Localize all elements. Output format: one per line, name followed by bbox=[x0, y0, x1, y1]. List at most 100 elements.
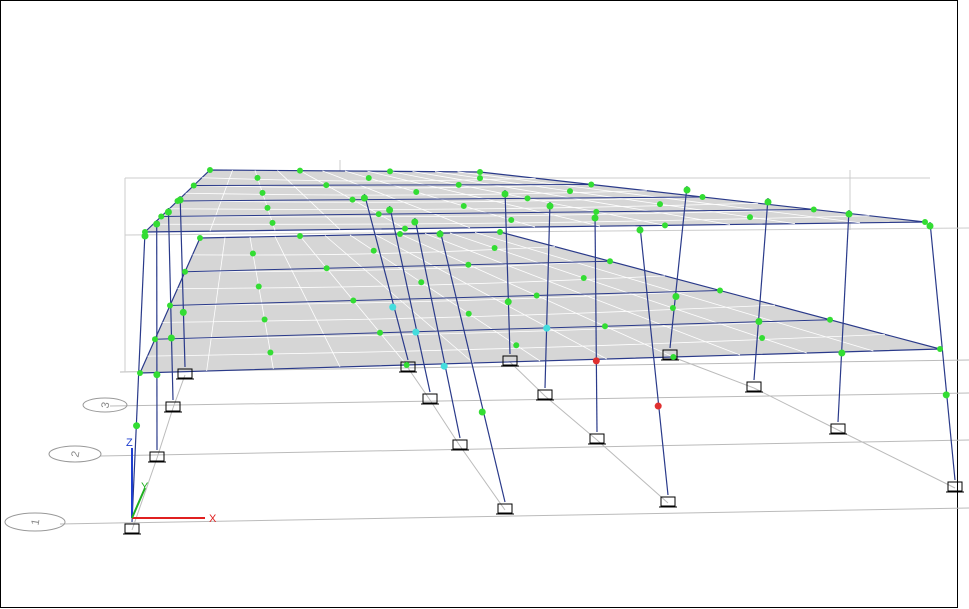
hinge bbox=[926, 222, 934, 230]
hinge bbox=[670, 354, 677, 360]
ground-grid-line bbox=[753, 387, 839, 431]
hinge bbox=[591, 214, 599, 222]
grid-bubble: 2 bbox=[48, 445, 102, 463]
column bbox=[753, 197, 769, 381]
ground-grid-line bbox=[429, 399, 461, 447]
bubble-label: 3 bbox=[100, 401, 113, 409]
hinge bbox=[717, 287, 723, 294]
model bbox=[59, 160, 969, 535]
hinge bbox=[255, 283, 262, 290]
support bbox=[422, 393, 438, 404]
hinge bbox=[838, 349, 846, 357]
y-axis bbox=[131, 487, 146, 519]
hinge bbox=[465, 310, 472, 317]
column bbox=[929, 221, 956, 481]
hinge bbox=[153, 371, 161, 379]
hinge bbox=[513, 342, 520, 349]
bubble-outline bbox=[48, 445, 102, 463]
hinge bbox=[654, 402, 662, 410]
column bbox=[639, 225, 669, 496]
hinge bbox=[264, 204, 271, 211]
hinge bbox=[764, 198, 772, 206]
hinge bbox=[810, 206, 817, 213]
support bbox=[177, 368, 193, 379]
hinge bbox=[412, 328, 420, 336]
beam bbox=[154, 319, 831, 340]
column bbox=[131, 231, 146, 523]
hinge bbox=[158, 213, 165, 220]
hinge bbox=[593, 208, 600, 215]
bounding-grid-line bbox=[124, 227, 969, 236]
hinge bbox=[845, 210, 853, 218]
hinge bbox=[133, 422, 141, 430]
ground-grid-line bbox=[99, 439, 969, 457]
hinge bbox=[497, 229, 503, 235]
hinge bbox=[436, 230, 444, 238]
hinge bbox=[636, 226, 644, 234]
mesh-line bbox=[184, 260, 611, 273]
hinge bbox=[501, 190, 509, 198]
hinge bbox=[370, 247, 377, 254]
ground-grid-line bbox=[119, 359, 969, 373]
hinge bbox=[179, 308, 187, 316]
mesh-line bbox=[154, 319, 831, 340]
hinge bbox=[755, 318, 763, 325]
bubble-label: 1 bbox=[30, 518, 43, 526]
hinge bbox=[533, 292, 540, 299]
column bbox=[504, 189, 511, 355]
ground-grid-line bbox=[837, 429, 956, 489]
hinge bbox=[254, 174, 261, 181]
support bbox=[124, 523, 140, 534]
hinge bbox=[387, 168, 393, 175]
support bbox=[165, 401, 181, 412]
hinge bbox=[389, 303, 397, 311]
axis-triad: Z X Y bbox=[126, 437, 217, 525]
support bbox=[947, 481, 963, 492]
support bbox=[497, 503, 513, 514]
hinge bbox=[249, 250, 256, 257]
hinge bbox=[567, 188, 573, 195]
hinge bbox=[142, 229, 148, 235]
hinge bbox=[759, 335, 766, 341]
z-label: Z bbox=[126, 437, 133, 449]
ground-grid-line bbox=[59, 507, 969, 525]
hinge bbox=[460, 203, 467, 209]
hinge bbox=[323, 265, 330, 272]
support bbox=[660, 496, 676, 507]
column bbox=[389, 205, 431, 393]
hinge bbox=[375, 211, 382, 218]
support bbox=[502, 355, 518, 366]
hinge bbox=[190, 182, 197, 189]
column bbox=[179, 195, 186, 368]
hinge bbox=[683, 186, 691, 194]
hinge bbox=[418, 279, 425, 286]
hinge bbox=[403, 362, 410, 368]
column bbox=[363, 193, 409, 361]
hinge bbox=[491, 245, 498, 251]
hinge bbox=[386, 206, 394, 214]
hinge bbox=[174, 198, 181, 204]
bubble-outline bbox=[82, 397, 128, 413]
mesh-line bbox=[193, 184, 592, 189]
hinge bbox=[477, 175, 483, 182]
hinge bbox=[669, 305, 676, 311]
hinge bbox=[657, 201, 663, 208]
support bbox=[452, 439, 468, 450]
support bbox=[830, 423, 846, 434]
hinge bbox=[543, 324, 551, 332]
hinge bbox=[167, 302, 173, 309]
hinge bbox=[182, 268, 188, 275]
hinge bbox=[546, 202, 554, 210]
support bbox=[400, 361, 416, 372]
mesh-line bbox=[161, 209, 814, 218]
column bbox=[594, 213, 598, 433]
hinge bbox=[259, 189, 266, 196]
hinge bbox=[167, 334, 175, 342]
ground-grid-line bbox=[156, 407, 174, 459]
hinge bbox=[365, 175, 372, 181]
hinge bbox=[323, 182, 330, 189]
mesh-line bbox=[169, 290, 721, 306]
hinge bbox=[402, 225, 408, 232]
hinge bbox=[662, 222, 668, 229]
